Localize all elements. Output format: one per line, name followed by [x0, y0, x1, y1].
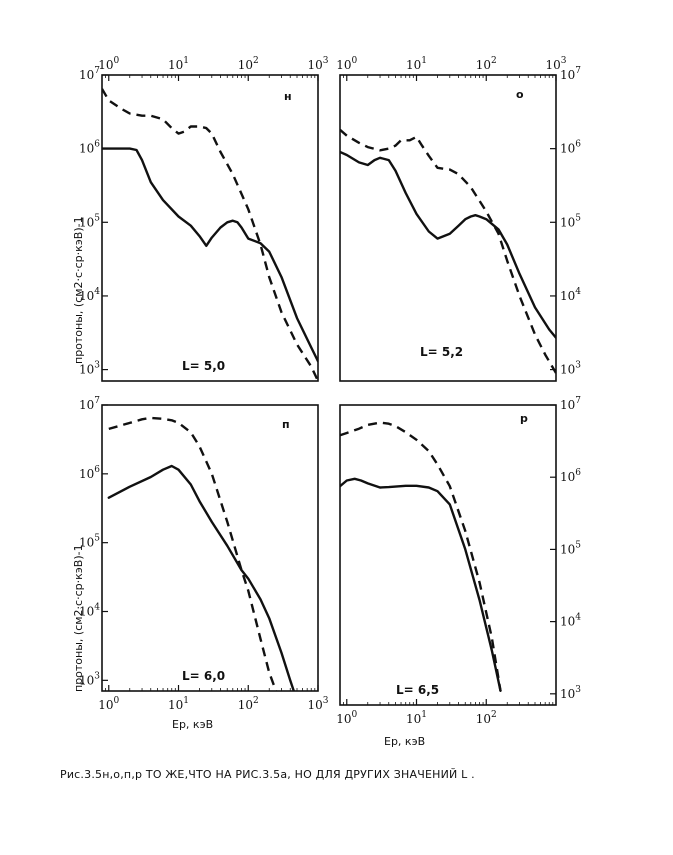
x-tick-label: 103	[545, 56, 566, 72]
panel-p-ylabel: протоны, (см2·с·ср·кэВ)-1	[72, 544, 85, 692]
y-tick-label: 105	[560, 213, 581, 229]
x-tick-label: 101	[406, 56, 427, 72]
x-tick-label: 103	[307, 56, 328, 72]
y-tick-label: 106	[560, 140, 581, 156]
x-tick-label: 100	[336, 710, 357, 726]
panel-n-ylabel: протоны, (см2·с·ср·кэВ)-1	[72, 216, 85, 364]
panel-p: п L= 6,0 протоны, (см2·с·ср·кэВ)-1 Ep, к…	[72, 404, 319, 731]
y-tick-label: 107	[79, 66, 100, 82]
y-tick-label: 105	[560, 540, 581, 556]
y-tick-label: 105	[79, 213, 100, 229]
y-tick-label: 107	[560, 66, 581, 82]
figure-caption: Рис.3.5н,о,п,р ТО ЖЕ,ЧТО НА РИС.3.5а, НО…	[60, 768, 475, 781]
panel-n-l-annotation: L= 5,0	[182, 359, 225, 373]
panel-o-l-annotation: L= 5,2	[420, 345, 463, 359]
x-tick-label: 102	[476, 710, 497, 726]
y-tick-label: 106	[79, 140, 100, 156]
panel-r-l-annotation: L= 6,5	[396, 683, 439, 697]
dashed-series-line	[340, 128, 556, 374]
x-tick-label: 102	[476, 56, 497, 72]
panel-o: о L= 5,2	[339, 74, 557, 382]
x-tick-label: 103	[307, 696, 328, 712]
x-tick-label: 100	[98, 56, 119, 72]
panel-o-tag: о	[516, 88, 524, 101]
y-tick-label: 106	[560, 468, 581, 484]
panel-r-frame	[339, 404, 557, 706]
panel-o-frame	[339, 74, 557, 382]
solid-series-line	[107, 464, 295, 691]
panel-r-tag: р	[520, 412, 528, 425]
dashed-series-line	[340, 421, 502, 691]
panel-p-l-annotation: L= 6,0	[182, 669, 225, 683]
y-tick-label: 107	[560, 396, 581, 412]
y-tick-label: 104	[560, 613, 581, 629]
panel-n: н L= 5,0 протоны, (см2·с·ср·кэВ)-1	[72, 74, 319, 382]
y-tick-label: 103	[560, 685, 581, 701]
panel-p-xlabel: Ep, кэВ	[172, 718, 213, 731]
panel-1-marks: 100 101 102 103 103 104 105 106 107	[336, 56, 581, 377]
dashed-series-line	[108, 416, 278, 691]
x-tick-label: 101	[168, 696, 189, 712]
panel-n-tag: н	[284, 90, 292, 103]
solid-series-line	[340, 150, 556, 339]
y-tick-label: 106	[79, 465, 100, 481]
panel-n-frame	[101, 74, 319, 382]
panel-2-marks: 100 101 102 103 103 104 105 106 107	[79, 396, 329, 712]
y-tick-label: 104	[79, 287, 100, 303]
y-tick-label: 103	[560, 361, 581, 377]
y-tick-label: 105	[79, 534, 100, 550]
y-tick-label: 104	[79, 603, 100, 619]
panel-r-xlabel: Ep, кэВ	[384, 735, 425, 748]
panel-r: р L= 6,5 Ep, кэВ	[339, 404, 557, 748]
x-tick-label: 100	[336, 56, 357, 72]
dashed-series-line	[102, 88, 318, 381]
x-tick-label: 101	[168, 56, 189, 72]
x-tick-label: 100	[98, 696, 119, 712]
solid-series-line	[102, 147, 318, 363]
panel-0-marks: 100 101 102 103 103 104 105 106 107	[79, 56, 329, 381]
x-tick-label: 101	[406, 710, 427, 726]
solid-series-line	[340, 477, 502, 692]
y-tick-label: 107	[79, 396, 100, 412]
panel-p-tag: п	[282, 418, 290, 431]
y-tick-label: 103	[79, 361, 100, 377]
x-tick-label: 102	[238, 56, 259, 72]
y-tick-label: 104	[560, 287, 581, 303]
y-tick-label: 103	[79, 671, 100, 687]
panel-3-marks: 100 101 102 103 104 105 106 107	[336, 396, 581, 726]
panel-p-frame	[101, 404, 319, 692]
x-tick-label: 102	[238, 696, 259, 712]
